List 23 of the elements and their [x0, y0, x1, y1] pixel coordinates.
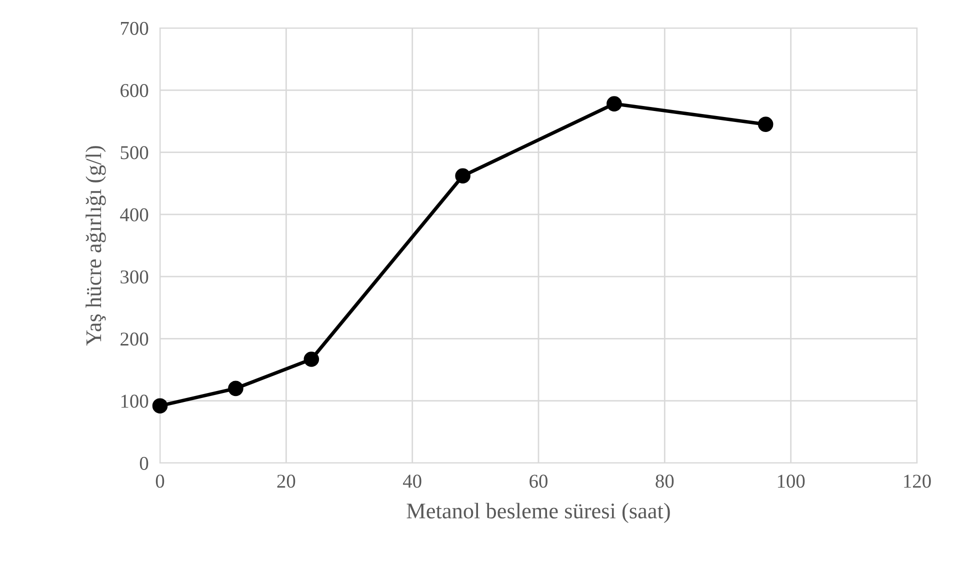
x-tick-label: 80 — [656, 474, 674, 488]
x-tick-label: 60 — [530, 474, 548, 488]
y-tick-label: 400 — [120, 208, 148, 222]
point — [152, 398, 168, 414]
point — [228, 380, 244, 396]
y-tick-label: 300 — [120, 270, 148, 284]
y-tick-label: 600 — [120, 84, 148, 98]
point — [455, 168, 470, 184]
y-tick-label: 200 — [120, 332, 148, 346]
x-tick-label: 40 — [402, 474, 422, 488]
point — [758, 116, 774, 132]
x-tick-label: 20 — [277, 474, 296, 488]
x-tick-label: 120 — [904, 474, 931, 488]
point — [606, 96, 622, 112]
y-axis-title: Yaş hücre ağırlığı (g/l) — [86, 146, 106, 346]
y-tick-label: 100 — [121, 394, 148, 408]
point — [304, 352, 320, 367]
y-tick-label: 500 — [120, 146, 148, 160]
x-tick-label: 0 — [156, 474, 164, 488]
x-axis-title: Metanol besleme süresi (saat) — [406, 502, 670, 524]
x-tick-label: 100 — [778, 474, 805, 488]
y-tick-label: 700 — [121, 22, 148, 35]
y-tick-label: 0 — [140, 456, 148, 470]
